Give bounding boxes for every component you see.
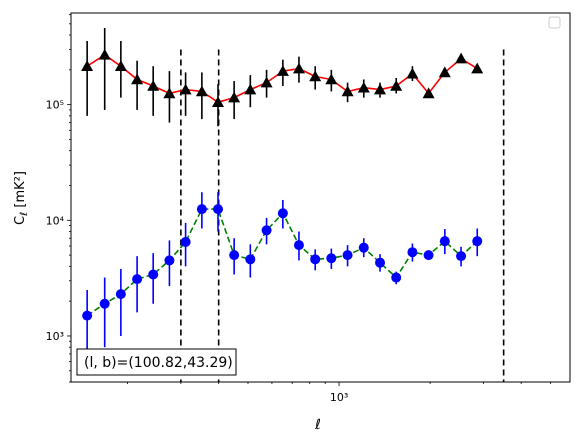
legend-box <box>548 16 561 29</box>
series-1-point <box>245 254 256 265</box>
x-axis-label: ℓ <box>314 417 321 433</box>
series-0-point <box>422 87 435 99</box>
series-0-point <box>374 83 386 95</box>
series-1-point <box>261 225 272 236</box>
series-0-point <box>147 80 160 91</box>
series-0-point <box>228 91 241 103</box>
y-tick-label: 10³ <box>46 330 64 343</box>
series-1-point <box>148 269 159 280</box>
series-0-point <box>98 48 111 60</box>
series-1-point <box>82 310 93 321</box>
series-1-point <box>180 236 191 247</box>
series-1-point <box>407 247 418 258</box>
plot-area <box>81 27 505 382</box>
series-0-point <box>114 60 127 71</box>
series-1-point <box>358 242 369 253</box>
series-1-point <box>115 289 126 300</box>
series-1-point <box>439 236 450 247</box>
series-0-point <box>325 73 338 85</box>
series-0-point <box>260 76 273 88</box>
series-0-point <box>406 67 419 79</box>
series-1-point <box>164 255 175 266</box>
series-0-point <box>163 87 176 99</box>
series-0-point <box>309 70 322 82</box>
y-axis-label: Cℓ [mK²] <box>13 171 30 225</box>
series-1-point <box>342 250 353 261</box>
axes-frame <box>70 12 571 383</box>
series-0-point <box>293 62 305 74</box>
series-1-point <box>196 204 207 215</box>
annotation-text: (l, b)=(100.82,43.29) <box>84 355 233 371</box>
series-1-point <box>132 274 143 285</box>
series-0-point <box>341 85 354 97</box>
series-1-point <box>423 250 434 261</box>
series-0-point <box>131 73 144 85</box>
series-1-point <box>213 204 224 215</box>
series-1-point <box>310 254 321 265</box>
series-1-point <box>99 298 110 309</box>
series-0-point <box>276 65 289 76</box>
x-tick-label: 10³ <box>330 391 348 404</box>
series-1-point <box>391 272 402 283</box>
series-0-point <box>455 52 468 64</box>
series-1-point <box>293 240 304 251</box>
y-tick-label: 10⁵ <box>46 99 64 112</box>
series-0-point <box>212 96 224 107</box>
series-1-point <box>375 257 386 268</box>
series-0-point <box>390 80 403 91</box>
annotation-box <box>76 348 237 376</box>
series-0-point <box>244 83 257 95</box>
series-0-point <box>471 62 484 74</box>
series-0-point <box>81 60 94 71</box>
series-0-point <box>438 66 451 78</box>
series-1-point <box>229 250 240 261</box>
series-0-point <box>179 83 192 95</box>
series-1-point <box>456 251 467 262</box>
series-1-point <box>277 208 288 219</box>
series-0-point <box>357 81 370 93</box>
series-1-point <box>472 236 483 247</box>
y-tick-label: 10⁴ <box>46 214 65 227</box>
series-1-point <box>326 253 337 264</box>
axes: 10³ 10⁴ 10⁵ 10³ <box>46 12 571 404</box>
series-0-point <box>195 85 208 97</box>
